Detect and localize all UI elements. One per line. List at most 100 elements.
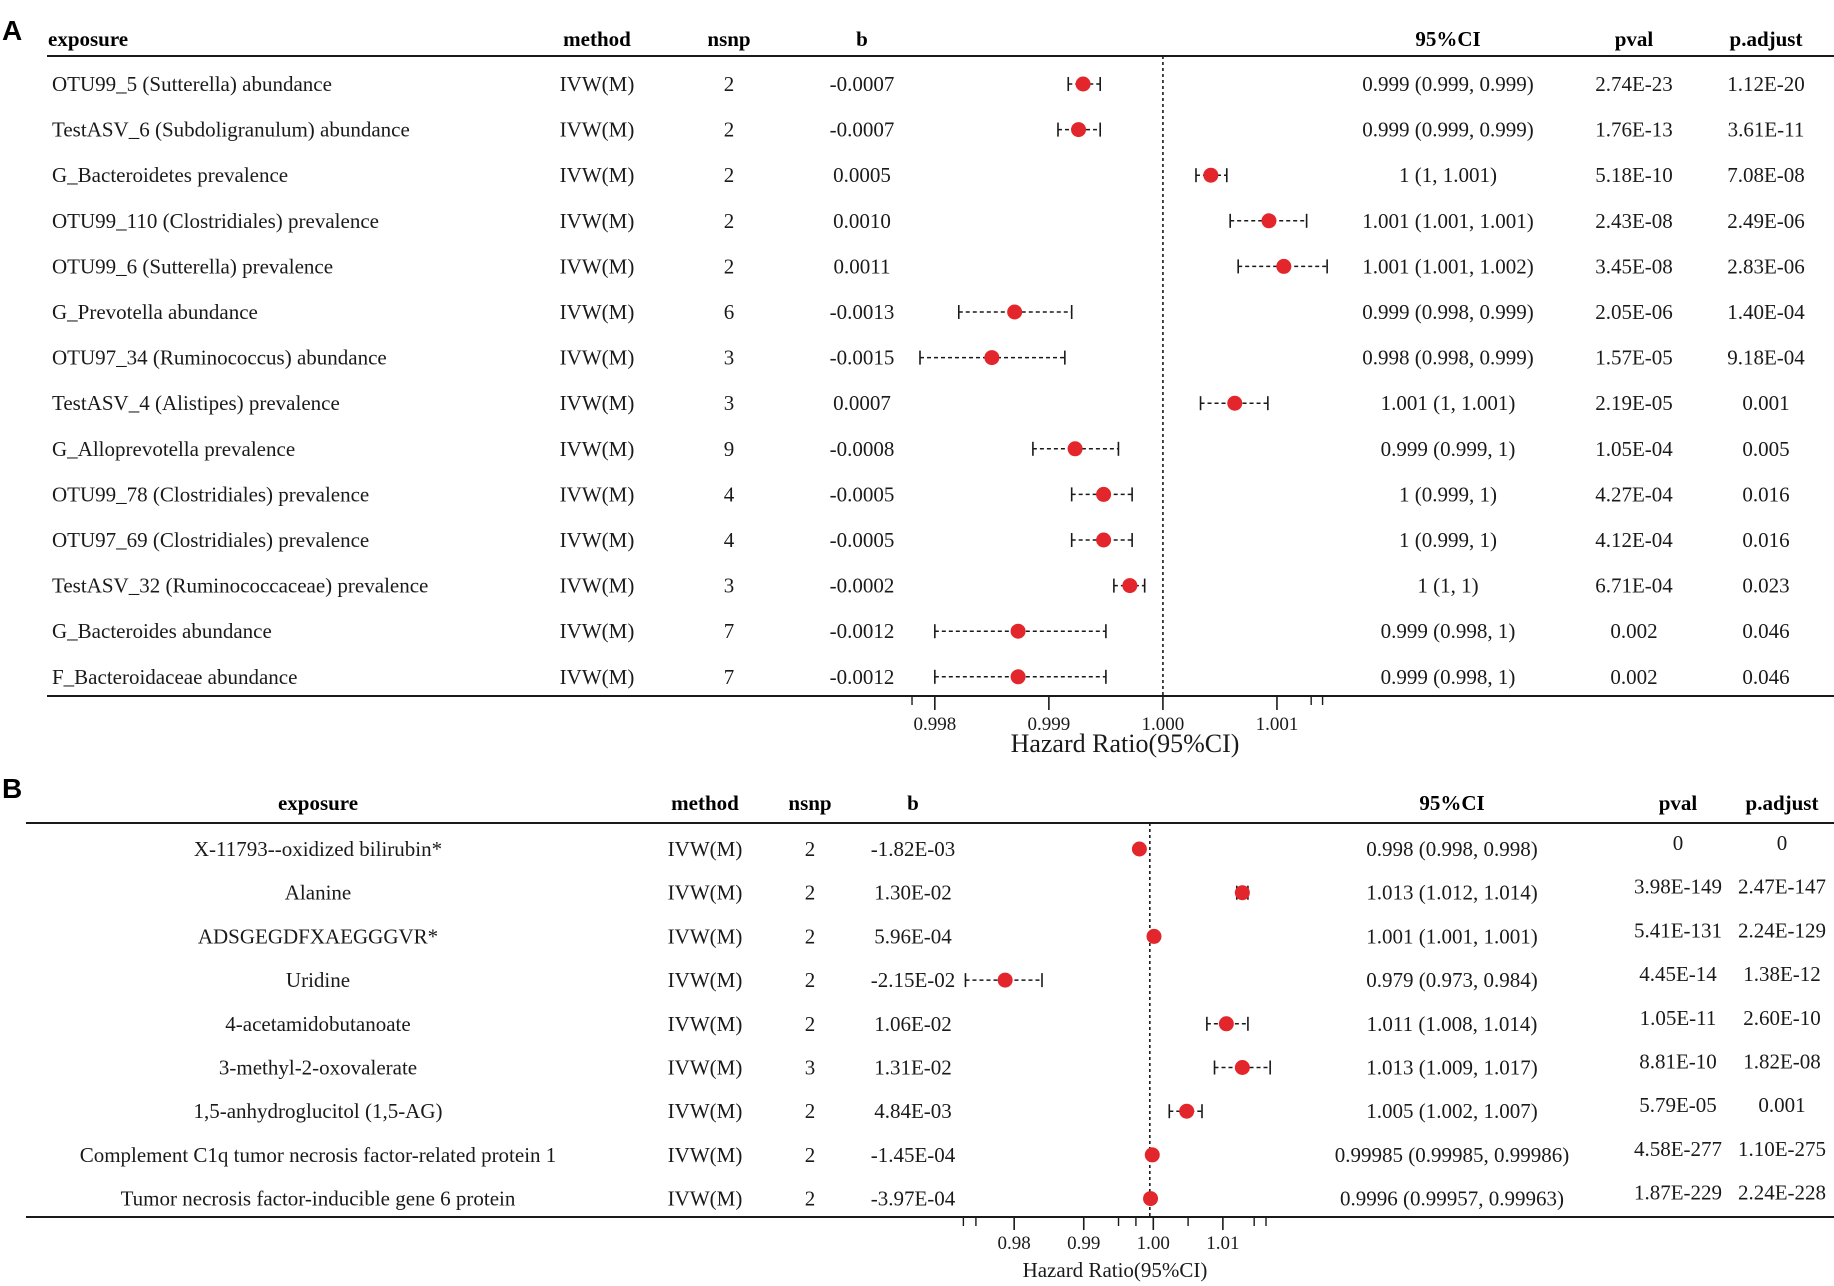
panel-a-cell-ci: 0.999 (0.999, 0.999) <box>1362 118 1534 142</box>
panel-a-cell-b: -0.0013 <box>830 300 895 324</box>
panel-a-cell-padj: 0.023 <box>1742 574 1789 598</box>
panel-a-cell-ci: 0.999 (0.999, 0.999) <box>1362 72 1534 96</box>
panel-b-cell-pval: 8.81E-10 <box>1639 1050 1717 1074</box>
panel-a-point-estimate <box>1203 167 1219 183</box>
panel-b-cell-nsnp: 2 <box>805 837 816 861</box>
panel-a-cell-exposure: TestASV_32 (Ruminococcaceae) prevalence <box>52 574 428 598</box>
panel-a-cell-exposure: G_Alloprevotella prevalence <box>52 437 295 461</box>
panel-a-cell-b: -0.0015 <box>830 346 895 370</box>
panel-a-cell-b: 0.0010 <box>833 209 891 233</box>
panel-b-header-b: b <box>907 791 919 815</box>
panel-a-header-nsnp: nsnp <box>707 27 750 51</box>
panel-b-cell-b: 1.31E-02 <box>874 1056 952 1080</box>
panel-a-table-row: TestASV_4 (Alistipes) prevalence IVW(M) 3 0… <box>52 391 1790 415</box>
panel-a-cell-padj: 0.016 <box>1742 482 1789 506</box>
panel-b-cell-pval: 5.41E-131 <box>1634 918 1722 942</box>
panel-b-header-nsnp: nsnp <box>788 791 831 815</box>
panel-b-cell-ci: 0.998 (0.998, 0.998) <box>1366 837 1538 861</box>
panel-a-table-row: F_Bacteroidaceae abundance IVW(M) 7 -0.0012… <box>52 665 1790 689</box>
panel-a-cell-nsnp: 2 <box>724 72 735 96</box>
panel-a-cell-nsnp: 4 <box>724 528 735 552</box>
panel-b-cell-ci: 1.013 (1.012, 1.014) <box>1366 881 1538 905</box>
panel-a-table-row: G_Bacteroides abundance IVW(M) 7 -0.0012 0.9… <box>52 619 1790 643</box>
panel-a-cell-padj: 0.046 <box>1742 619 1789 643</box>
panel-a-cell-ci: 0.998 (0.998, 0.999) <box>1362 346 1534 370</box>
panel-a-table-row: TestASV_6 (Subdoligranulum) abundance IVW… <box>52 118 1804 142</box>
panel-a-cell-exposure: OTU97_69 (Clostridiales) prevalence <box>52 528 369 552</box>
panel-b-tick-label: 0.99 <box>1067 1233 1100 1254</box>
panel-b-cell-padj: 1.10E-275 <box>1738 1137 1826 1161</box>
panel-a-cell-b: -0.0008 <box>830 437 895 461</box>
panel-a-tick-label: 1.000 <box>1142 714 1185 735</box>
panel-a-cell-pval: 1.76E-13 <box>1595 118 1673 142</box>
panel-b-cell-method: IVW(M) <box>668 1143 743 1167</box>
panel-b-point-estimate <box>997 972 1013 988</box>
panel-b-point-estimate <box>1234 1060 1250 1075</box>
panel-a-cell-method: IVW(M) <box>560 437 635 461</box>
panel-b-cell-exposure: Alanine <box>285 881 351 905</box>
panel-a-cell-nsnp: 3 <box>724 574 735 598</box>
panel-a-cell-ci: 1.001 (1.001, 1.002) <box>1362 254 1534 278</box>
panel-b-tick-label: 1.01 <box>1206 1233 1239 1254</box>
panel-b-cell-nsnp: 2 <box>805 968 816 992</box>
panel-a-cell-method: IVW(M) <box>560 118 635 142</box>
panel-a-cell-b: 0.0007 <box>833 391 891 415</box>
panel-a-table-row: OTU99_6 (Sutterella) prevalence IVW(M) 2 0.… <box>52 254 1805 278</box>
panel-a-table-row: OTU97_69 (Clostridiales) prevalence IVW(M… <box>52 528 1790 552</box>
panel-b-header-method: method <box>671 791 739 815</box>
panel-b-header-pval: pval <box>1659 791 1698 815</box>
panel-a-cell-ci: 0.999 (0.999, 1) <box>1381 437 1516 461</box>
panel-b-cell-padj: 1.38E-12 <box>1743 962 1821 986</box>
panel-b-cell-nsnp: 3 <box>805 1056 816 1080</box>
panel-a-cell-pval: 2.05E-06 <box>1595 300 1673 324</box>
panel-b-cell-pval: 4.45E-14 <box>1639 962 1717 986</box>
panel-b-cell-padj: 0 <box>1777 831 1788 855</box>
panel-a-cell-ci: 0.999 (0.998, 1) <box>1381 665 1516 689</box>
panel-b-cell-ci: 1.005 (1.002, 1.007) <box>1366 1099 1538 1123</box>
panel-a-cell-ci: 1.001 (1.001, 1.001) <box>1362 209 1534 233</box>
panel-a-table-row: OTU99_110 (Clostridiales) prevalence IVW(… <box>52 209 1805 233</box>
panel-b-cell-exposure: Complement C1q tumor necrosis factor-rel… <box>80 1143 557 1167</box>
panel-a-cell-exposure: TestASV_4 (Alistipes) prevalence <box>52 391 340 415</box>
panel-b-cell-ci: 0.99985 (0.99985, 0.99986) <box>1335 1143 1570 1167</box>
panel-a-cell-method: IVW(M) <box>560 391 635 415</box>
panel-b-point-estimate <box>1131 841 1147 857</box>
panel-b-cell-padj: 2.60E-10 <box>1743 1006 1821 1030</box>
panel-b-cell-method: IVW(M) <box>668 837 743 861</box>
panel-a-cell-method: IVW(M) <box>560 209 635 233</box>
panel-a-cell-ci: 1 (1, 1) <box>1417 574 1478 598</box>
panel-a-cell-method: IVW(M) <box>560 528 635 552</box>
panel-a-cell-exposure: G_Prevotella abundance <box>52 300 258 324</box>
panel-a-cell-b: 0.0011 <box>834 254 891 278</box>
panel-a-cell-padj: 1.12E-20 <box>1727 72 1805 96</box>
panel-a-point-estimate <box>1075 76 1091 92</box>
panel-a-point-estimate <box>1010 623 1026 639</box>
panel-b-table-row: 3-methyl-2-oxovalerate IVW(M) 3 1.31E-02 1.0… <box>219 1050 1821 1080</box>
panel-a-cell-method: IVW(M) <box>560 254 635 278</box>
panel-b-cell-exposure: X-11793--oxidized bilirubin* <box>194 837 442 861</box>
panel-a-cell-pval: 0.002 <box>1610 619 1657 643</box>
panel-b-cell-pval: 0 <box>1673 831 1684 855</box>
panel-a-label: A <box>2 15 22 46</box>
panel-b-cell-b: -1.82E-03 <box>871 837 956 861</box>
panel-a-cell-method: IVW(M) <box>560 163 635 187</box>
panel-b-cell-b: 1.06E-02 <box>874 1012 952 1036</box>
panel-a-table-row: OTU99_5 (Sutterella) abundance IVW(M) 2 -0.… <box>52 72 1805 96</box>
panel-a-cell-pval: 2.74E-23 <box>1595 72 1673 96</box>
panel-b-table-row: 1,5-anhydroglucitol (1,5-AG) IVW(M) 2 4.84E… <box>193 1093 1805 1123</box>
panel-b-point-estimate <box>1144 1147 1160 1163</box>
panel-b-cell-b: 5.96E-04 <box>874 924 952 948</box>
panel-b-cell-method: IVW(M) <box>668 881 743 905</box>
panel-a-cell-method: IVW(M) <box>560 300 635 324</box>
panel-a-cell-nsnp: 7 <box>724 665 735 689</box>
panel-b-cell-exposure: 3-methyl-2-oxovalerate <box>219 1056 417 1080</box>
panel-b-cell-pval: 5.79E-05 <box>1639 1093 1717 1117</box>
panel-a-point-estimate <box>1067 441 1083 457</box>
panel-a-cell-b: -0.0002 <box>830 574 895 598</box>
panel-a-point-estimate <box>1261 213 1277 229</box>
panel-a-cell-ci: 1.001 (1, 1.001) <box>1381 391 1516 415</box>
panel-a-cell-nsnp: 6 <box>724 300 735 324</box>
panel-a-cell-exposure: OTU97_34 (Ruminococcus) abundance <box>52 346 387 370</box>
panel-a-point-estimate <box>1122 578 1138 594</box>
panel-b-cell-exposure: 4-acetamidobutanoate <box>225 1012 410 1036</box>
